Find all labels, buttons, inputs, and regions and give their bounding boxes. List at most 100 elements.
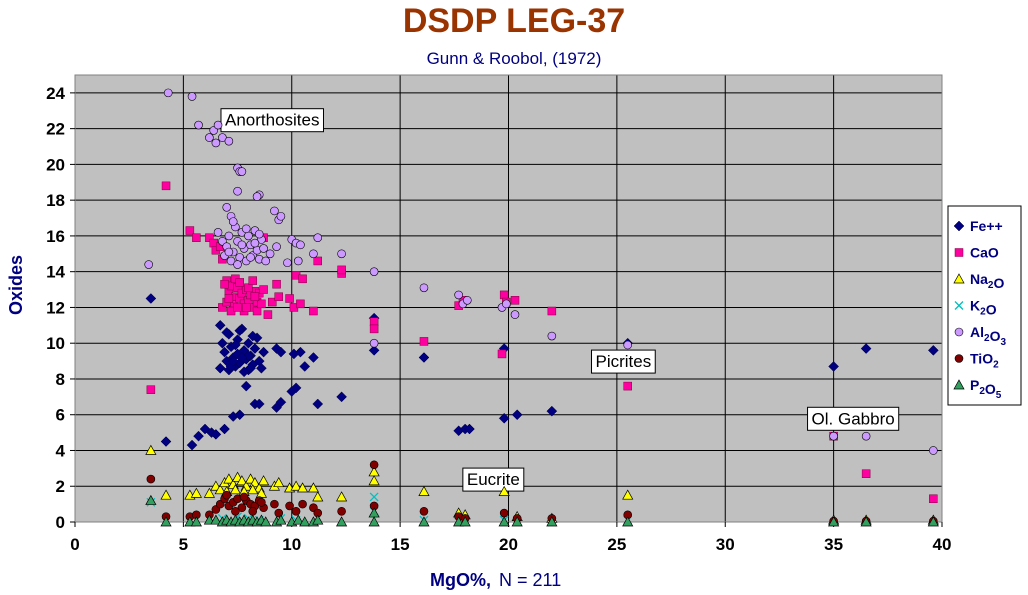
- point-fe: [253, 398, 265, 410]
- x-tick-label: 0: [70, 535, 79, 554]
- y-tick-label: 16: [46, 227, 65, 246]
- series-al2o3: [144, 88, 938, 455]
- x-tick-label: 35: [824, 535, 843, 554]
- point-fe: [219, 423, 230, 435]
- point-p2o5: [418, 516, 430, 527]
- point-p2o5: [828, 516, 840, 527]
- point-al2o3: [224, 247, 234, 257]
- series-cao: [146, 181, 938, 504]
- point-al2o3: [272, 242, 281, 251]
- legend-item-cao: CaO: [954, 245, 999, 261]
- point-fe: [312, 398, 324, 410]
- y-tick-label: 12: [46, 298, 65, 317]
- point-al2o3: [259, 244, 268, 253]
- legend-item-fe: Fe++: [953, 218, 1003, 234]
- legend-marker: [953, 379, 965, 390]
- annotation-label: Eucrite: [467, 470, 520, 489]
- x-tick-label: 10: [282, 535, 301, 554]
- point-tio2: [248, 506, 258, 516]
- point-al2o3: [250, 238, 260, 248]
- point-tio2: [285, 501, 294, 511]
- annotation-box: [462, 467, 525, 492]
- point-fe: [219, 346, 230, 358]
- legend-label: P2O5: [970, 377, 1002, 401]
- annotation: Eucrite: [462, 467, 525, 492]
- point-fe: [860, 343, 872, 354]
- point-p2o5: [299, 516, 311, 527]
- point-al2o3: [226, 256, 236, 266]
- point-fe: [210, 429, 222, 440]
- point-na2o: [145, 444, 157, 455]
- point-p2o5: [275, 514, 287, 525]
- point-na2o: [622, 489, 634, 500]
- point-p2o5: [546, 516, 558, 527]
- point-fe: [258, 346, 269, 358]
- point-al2o3: [369, 267, 379, 276]
- point-p2o5: [145, 494, 157, 505]
- point-cao: [497, 349, 507, 359]
- point-al2o3: [369, 338, 379, 348]
- point-al2o3: [547, 331, 557, 341]
- y-tick-label: 6: [56, 406, 65, 425]
- point-fe: [249, 343, 261, 354]
- point-al2o3: [309, 249, 318, 259]
- point-cao: [274, 292, 283, 301]
- point-al2o3: [224, 231, 234, 241]
- point-p2o5: [368, 516, 380, 527]
- point-tio2: [369, 460, 379, 470]
- point-fe: [221, 327, 233, 338]
- y-tick-label: 18: [46, 191, 65, 210]
- point-cao: [161, 181, 171, 191]
- annotation: Picrites: [591, 349, 656, 374]
- point-tio2: [419, 506, 429, 516]
- point-p2o5: [312, 514, 324, 525]
- sample-count-label: N = 211: [499, 570, 561, 590]
- point-na2o: [418, 485, 430, 496]
- point-cao: [309, 306, 318, 316]
- y-tick-label: 2: [56, 477, 65, 496]
- point-cao: [285, 294, 294, 303]
- point-cao: [499, 290, 509, 300]
- point-cao: [259, 285, 268, 294]
- point-cao: [298, 274, 307, 284]
- point-al2o3: [296, 240, 305, 250]
- point-cao: [369, 317, 379, 326]
- point-fe: [498, 412, 510, 424]
- point-al2o3: [194, 120, 203, 130]
- point-fe: [299, 361, 311, 372]
- point-fe: [275, 346, 287, 358]
- x-tick-label: 25: [607, 535, 626, 554]
- point-fe: [546, 405, 558, 417]
- point-na2o: [203, 487, 215, 498]
- point-cao: [192, 233, 201, 242]
- point-fe: [234, 409, 246, 421]
- point-tio2: [337, 506, 346, 516]
- point-cao: [861, 469, 871, 478]
- x-tick-label: 30: [716, 535, 735, 554]
- annotation: Anorthosites: [220, 108, 324, 133]
- legend-item-tio2: TiO2: [954, 351, 999, 371]
- legend-label: K2O: [970, 298, 997, 318]
- point-cao: [220, 279, 229, 289]
- point-p2o5: [860, 516, 872, 527]
- point-al2o3: [270, 206, 279, 216]
- point-p2o5: [927, 516, 939, 527]
- point-al2o3: [463, 295, 472, 305]
- point-cao: [248, 276, 257, 285]
- point-fe: [186, 439, 198, 451]
- point-cao: [272, 279, 281, 289]
- point-al2o3: [510, 310, 520, 319]
- point-fe: [214, 319, 226, 331]
- point-al2o3: [502, 299, 511, 309]
- legend-label: Al2O3: [970, 324, 1006, 348]
- point-fe: [193, 430, 204, 442]
- legend-marker: [954, 354, 964, 363]
- y-tick-label: 14: [46, 263, 65, 282]
- point-cao: [263, 310, 273, 319]
- legend: Fe++ CaO Na2O K2O Al2O3 TiO2 P2O5: [947, 205, 1022, 406]
- y-tick-label: 10: [46, 334, 65, 353]
- point-cao: [244, 283, 253, 293]
- point-p2o5: [292, 514, 304, 525]
- point-cao: [185, 226, 195, 235]
